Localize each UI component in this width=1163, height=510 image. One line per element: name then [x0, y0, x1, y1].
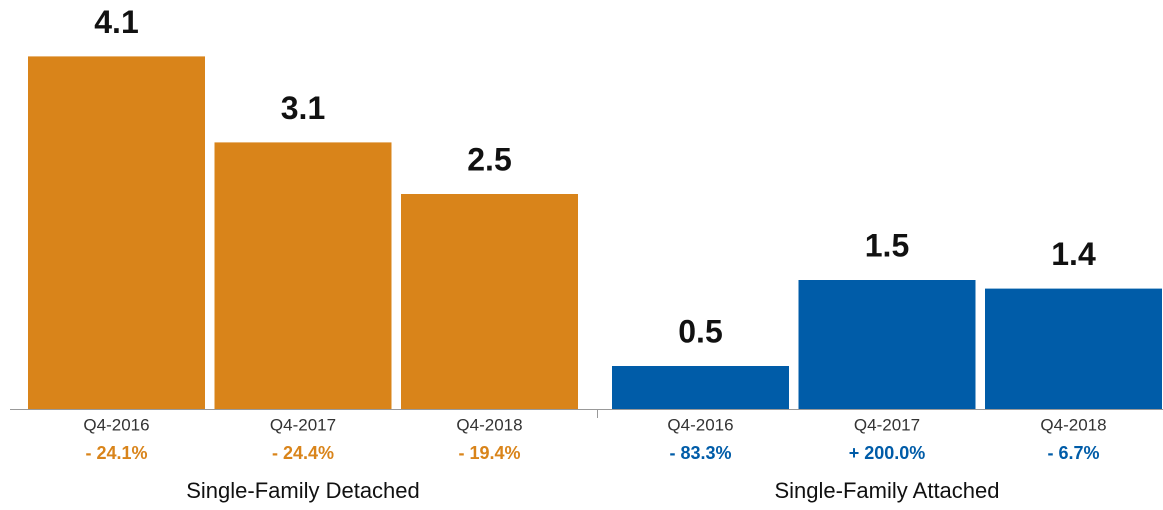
change-label: - 83.3%: [669, 443, 731, 463]
category-label: Q4-2017: [270, 415, 336, 434]
group-label: Single-Family Detached: [186, 478, 420, 503]
value-label: 4.1: [94, 4, 138, 40]
category-label: Q4-2018: [1040, 415, 1106, 434]
category-label: Q4-2016: [83, 415, 149, 434]
value-label: 1.4: [1051, 236, 1096, 272]
bar: [612, 366, 789, 409]
value-label: 0.5: [678, 313, 722, 349]
change-label: - 6.7%: [1047, 443, 1099, 463]
bar: [798, 280, 976, 409]
value-label: 3.1: [281, 90, 325, 126]
value-label: 1.5: [865, 227, 909, 263]
change-label: + 200.0%: [849, 443, 926, 463]
change-label: - 24.1%: [85, 443, 147, 463]
value-label: 2.5: [467, 141, 511, 177]
change-label: - 24.4%: [272, 443, 334, 463]
change-label: - 19.4%: [458, 443, 520, 463]
bar: [214, 142, 392, 409]
category-label: Q4-2017: [854, 415, 920, 434]
category-label: Q4-2018: [456, 415, 522, 434]
group-label: Single-Family Attached: [775, 478, 1000, 503]
bar: [401, 194, 578, 409]
category-label: Q4-2016: [667, 415, 733, 434]
bar: [985, 288, 1162, 409]
bar: [28, 56, 205, 410]
